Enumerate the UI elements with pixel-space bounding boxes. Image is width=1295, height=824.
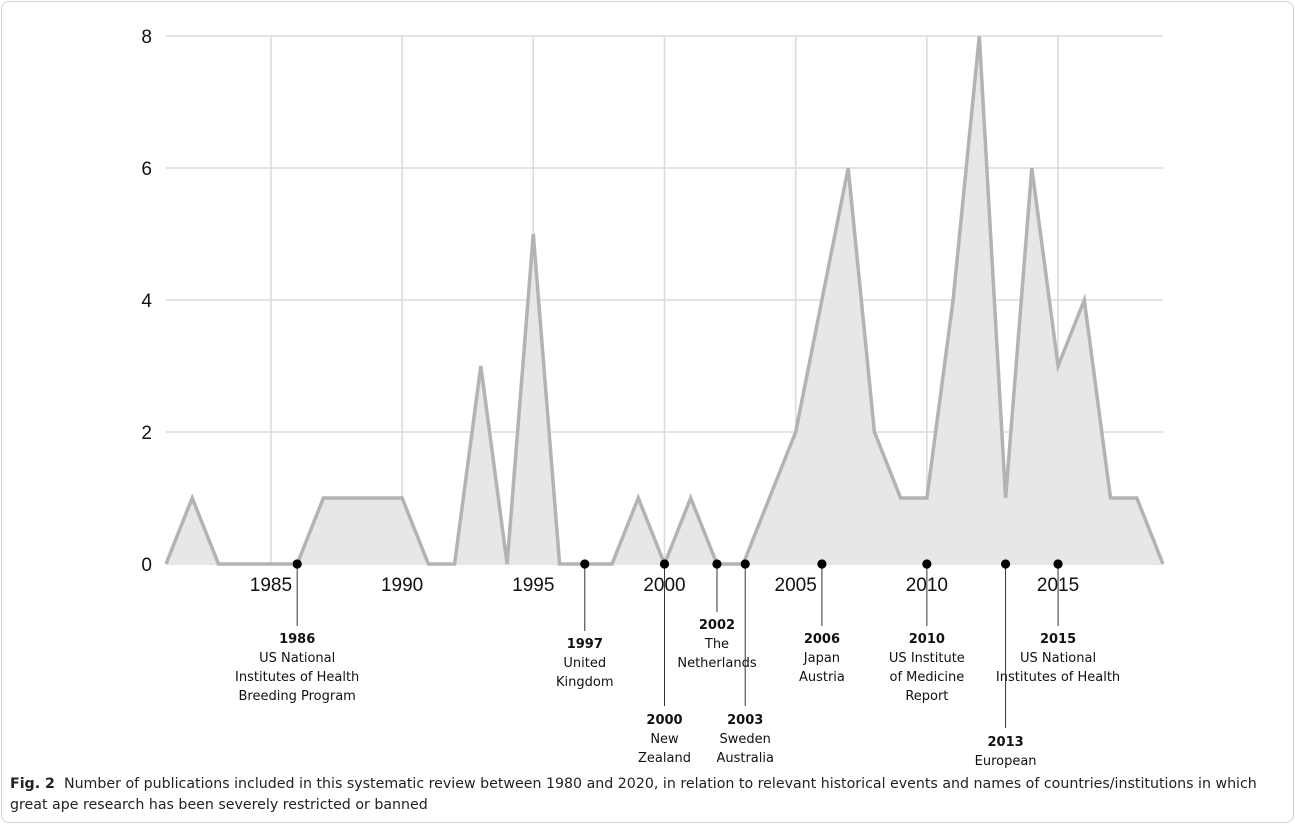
event-marker [740,559,750,569]
event-year: 2002 [699,618,735,633]
y-tick-label: 0 [141,555,152,576]
event-year: 2013 [987,735,1023,750]
event-marker [712,559,722,569]
event-label-line: European [975,754,1037,769]
event-2002: 2002 The Netherlands [677,559,757,671]
event-year: 2010 [909,632,945,647]
event-layer: 1986 US National Institutes of Health Breed… [235,559,1120,769]
event-2010: 2010 US Institute of Medicine Report [889,559,965,704]
event-year: 2015 [1040,632,1076,647]
event-label-line: Japan [803,651,840,666]
event-label-line: Austria [799,670,845,685]
event-label-line: US Institute [889,651,965,666]
event-2003: 2003 Sweden Australia [716,559,774,766]
event-year: 2003 [727,713,763,728]
event-marker [922,559,932,569]
event-label-line: Zealand [638,751,691,766]
event-label-line: Institutes of Health [235,670,359,685]
caption-text: Number of publications included in this … [10,776,1257,813]
event-label-line: The [704,637,729,652]
y-tick-label: 2 [141,423,152,444]
event-year: 2006 [804,632,840,647]
publications-area-chart: 0 2 4 6 8 1985 1990 1995 2000 2005 2010 2015 1986 US… [141,27,1165,769]
event-2013: 2013EuropeanUnion [975,559,1037,769]
event-label-line: US National [1020,651,1096,666]
x-tick-label: 2005 [775,575,817,596]
event-label-line: Netherlands [677,656,756,671]
x-tick-label: 1990 [381,575,423,596]
event-2006: 2006 Japan Austria [799,559,845,685]
y-tick-label: 6 [141,159,152,180]
event-label-line: US National [259,651,335,666]
event-marker [1053,559,1063,569]
figure-caption: Fig. 2 Number of publications included i… [10,774,1280,816]
event-label-line: Institutes of Health [996,670,1120,685]
event-year: 1986 [279,632,315,647]
event-label-line: of Medicine [889,670,964,685]
event-marker [1000,559,1011,569]
event-label-line: United [563,656,606,671]
event-year: 2000 [646,713,682,728]
event-label-line: Report [905,689,948,704]
event-marker [580,559,590,569]
event-2000: 2000 New Zealand [638,559,691,766]
event-label-line: Breeding Program [239,689,356,704]
event-marker [659,559,670,569]
event-2015: 2015 US National Institutes of Health [996,559,1120,685]
event-label-line: Australia [716,751,774,766]
event-marker [292,559,302,569]
event-marker [817,559,827,569]
x-tick-label: 1995 [512,575,554,596]
x-tick-label: 1985 [250,575,292,596]
caption-label: Fig. 2 [10,776,55,792]
event-1997: 1997 United Kingdom [556,559,614,690]
y-tick-label: 8 [141,27,152,48]
event-label-line: Sweden [720,732,771,747]
area-fill [166,36,1163,564]
event-year: 1997 [567,637,603,652]
event-label-line: Kingdom [556,675,614,690]
y-tick-label: 4 [141,291,152,312]
event-label-line: New [650,732,679,747]
event-1986: 1986 US National Institutes of Health Breed… [235,559,359,704]
